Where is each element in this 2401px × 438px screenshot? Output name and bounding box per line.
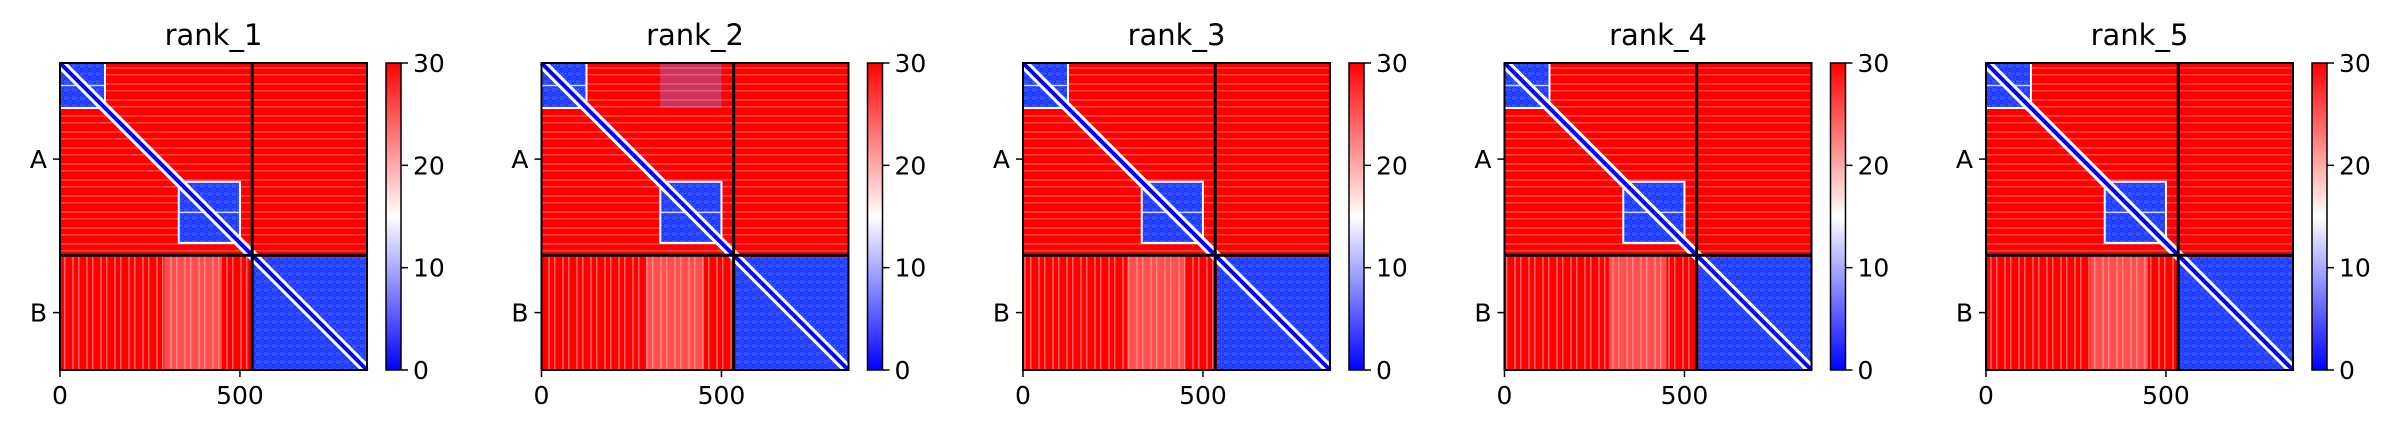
colorbar-tick-label: 20: [1376, 151, 1408, 180]
x-tick-label: 500: [1661, 381, 1709, 410]
heatmap-frame: [540, 62, 850, 371]
x-tick-label: 0: [52, 381, 68, 410]
diagonal-line: [1503, 61, 1813, 372]
interchain-stripes-lower: [60, 255, 253, 370]
colorbar-tick-label: 30: [895, 49, 927, 78]
diagonal-line: [1021, 61, 1332, 372]
heatmap-frame: [1022, 62, 1331, 371]
colorbar-frame: [1829, 62, 1847, 371]
panel-rank_2: rank_2 A B 0 500 0 10 20 30: [511, 18, 926, 410]
chain-label-A: A: [1474, 145, 1491, 174]
panel-title: rank_4: [1609, 18, 1707, 52]
chain-label-B: B: [511, 299, 528, 328]
chain-label-B: B: [30, 299, 47, 328]
interchain-stripes-upper: [252, 63, 367, 256]
interchain-stripes-upper: [733, 63, 849, 256]
colorbar-tick-label: 30: [1376, 49, 1408, 78]
colorbar-tick-label: 30: [413, 49, 445, 78]
panel-title: rank_3: [1128, 18, 1226, 52]
panel-rank_1: rank_1 A B 0 500 0 10 20 30: [30, 18, 445, 410]
colorbar-tick-label: 10: [2339, 254, 2371, 283]
x-tick-label: 0: [1497, 381, 1513, 410]
x-tick-label: 0: [1978, 381, 1994, 410]
colorbar-tick-label: 10: [413, 254, 445, 283]
chain-label-B: B: [993, 299, 1010, 328]
cross-domain-contacts: [660, 63, 722, 108]
interchain-pale-band: [2090, 255, 2148, 370]
colorbar-tick-label: 0: [1376, 356, 1392, 385]
chain-label-A: A: [993, 145, 1010, 174]
colorbar-tick-label: 10: [1858, 254, 1890, 283]
colorbar-tick-label: 20: [2339, 151, 2371, 180]
panel-rank_3: rank_3 A B 0 500 0 10 20 30: [993, 18, 1408, 410]
colorbar-frame: [385, 62, 402, 371]
interchain-pale-band: [1127, 255, 1185, 370]
interchain-stripes-lower: [1504, 255, 1697, 370]
diagonal-line: [58, 61, 369, 372]
panel-rank_5: rank_5 A B 0 500 0 10 20 30: [1956, 18, 2371, 410]
chain-label-A: A: [1956, 145, 1973, 174]
colorbar-tick-label: 30: [1858, 49, 1890, 78]
panel-rank_4: rank_4 A B 0 500 0 10 20 30: [1474, 18, 1889, 410]
x-tick-label: 0: [1015, 381, 1031, 410]
interchain-pale-band: [1608, 255, 1667, 370]
colorbar-tick-label: 0: [895, 356, 911, 385]
interchain-pale-band: [645, 255, 704, 370]
chain-label-B: B: [1956, 299, 1973, 328]
chain-label-A: A: [511, 145, 528, 174]
colorbar-tick-label: 0: [1858, 356, 1874, 385]
colorbar-tick-label: 0: [413, 356, 429, 385]
interchain-stripes-upper: [1215, 63, 1330, 256]
colorbar: [1349, 63, 1364, 370]
heatmap-frame: [59, 62, 368, 371]
colorbar-tick-label: 20: [413, 151, 445, 180]
interchain-stripes-lower: [1023, 255, 1216, 370]
x-tick-label: 500: [698, 381, 746, 410]
panel-title: rank_1: [165, 18, 263, 52]
panel-title: rank_5: [2091, 18, 2189, 52]
x-tick-label: 500: [2142, 381, 2190, 410]
interchain-pale-band: [164, 255, 222, 370]
x-tick-label: 0: [534, 381, 550, 410]
heatmap-frame: [1985, 62, 2294, 371]
colorbar-tick-label: 0: [2339, 356, 2355, 385]
panel-title: rank_2: [646, 18, 744, 52]
colorbar-tick-label: 30: [2339, 49, 2371, 78]
colorbar: [386, 63, 401, 370]
colorbar: [867, 63, 883, 370]
colorbar: [1830, 63, 1846, 370]
colorbar-tick-label: 20: [1858, 151, 1890, 180]
interchain-stripes-lower: [541, 255, 734, 370]
colorbar-frame: [866, 62, 884, 371]
chain-label-B: B: [1474, 299, 1491, 328]
interchain-stripes-upper: [1696, 63, 1812, 256]
colorbar-tick-label: 10: [895, 254, 927, 283]
heatmap-frame: [1503, 62, 1813, 371]
diagonal-line: [540, 61, 850, 372]
colorbar: [2312, 63, 2327, 370]
colorbar-tick-label: 10: [1376, 254, 1408, 283]
x-tick-label: 500: [1179, 381, 1227, 410]
colorbar-frame: [2311, 62, 2328, 371]
x-tick-label: 500: [216, 381, 264, 410]
colorbar-tick-label: 20: [895, 151, 927, 180]
chain-label-A: A: [30, 145, 47, 174]
colorbar-frame: [1348, 62, 1365, 371]
diagonal-line: [1984, 61, 2295, 372]
interchain-stripes-lower: [1986, 255, 2179, 370]
interchain-stripes-upper: [2178, 63, 2293, 256]
